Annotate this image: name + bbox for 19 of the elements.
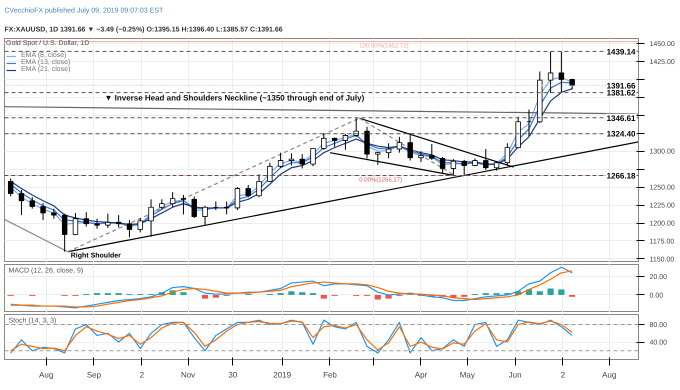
x-tick-label: Aug [39, 370, 54, 380]
x-tick-label: Apr [414, 370, 428, 380]
x-tick-label: Nov [180, 370, 196, 380]
ref-line-label: 1266.18 [606, 172, 636, 180]
x-tick-label: 30 [228, 370, 238, 380]
annotation: ▼ Inverse Head and Shoulders Neckline (~1350 through end of July) [104, 94, 365, 102]
x-tick-label: 2 [560, 370, 566, 380]
ref-line-label: 1381.62 [606, 88, 636, 98]
ref-line-label: 1324.40 [606, 130, 636, 139]
x-tick-label: 2019 [273, 370, 292, 380]
ref-line-label: 1346.61 [606, 114, 636, 123]
x-tick-label: May [460, 370, 475, 380]
x-tick-label: Jun [508, 370, 522, 380]
x-tick-label: 2 [140, 370, 145, 380]
ref-line-label: 1391.66 [606, 81, 636, 90]
x-tick-label: Feb [323, 370, 338, 380]
ref-line-label: 1439.14 [606, 47, 636, 56]
x-tick-label: Sep [86, 370, 102, 380]
x-tick-label: Aug [602, 370, 616, 380]
